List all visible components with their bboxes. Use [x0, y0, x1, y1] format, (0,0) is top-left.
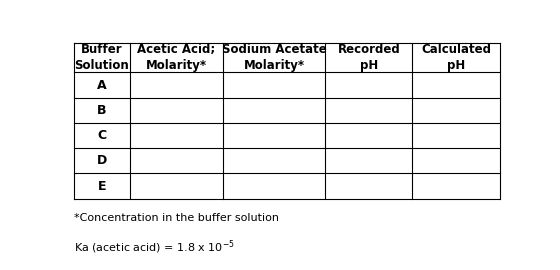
Text: D: D — [97, 154, 107, 167]
Text: E: E — [98, 180, 106, 193]
Text: A: A — [97, 79, 107, 92]
Text: Calculated
pH: Calculated pH — [421, 43, 491, 72]
Text: Recorded
pH: Recorded pH — [338, 43, 400, 72]
Text: Sodium Acetate
Molarity*: Sodium Acetate Molarity* — [222, 43, 326, 72]
Text: B: B — [97, 104, 107, 117]
Text: Buffer
Solution: Buffer Solution — [74, 43, 129, 72]
Text: Acetic Acid;
Molarity*: Acetic Acid; Molarity* — [137, 43, 216, 72]
Text: Ka (acetic acid) = 1.8 x 10$^{-5}$: Ka (acetic acid) = 1.8 x 10$^{-5}$ — [74, 238, 235, 256]
Text: *Concentration in the buffer solution: *Concentration in the buffer solution — [74, 213, 279, 223]
Text: C: C — [97, 129, 106, 142]
